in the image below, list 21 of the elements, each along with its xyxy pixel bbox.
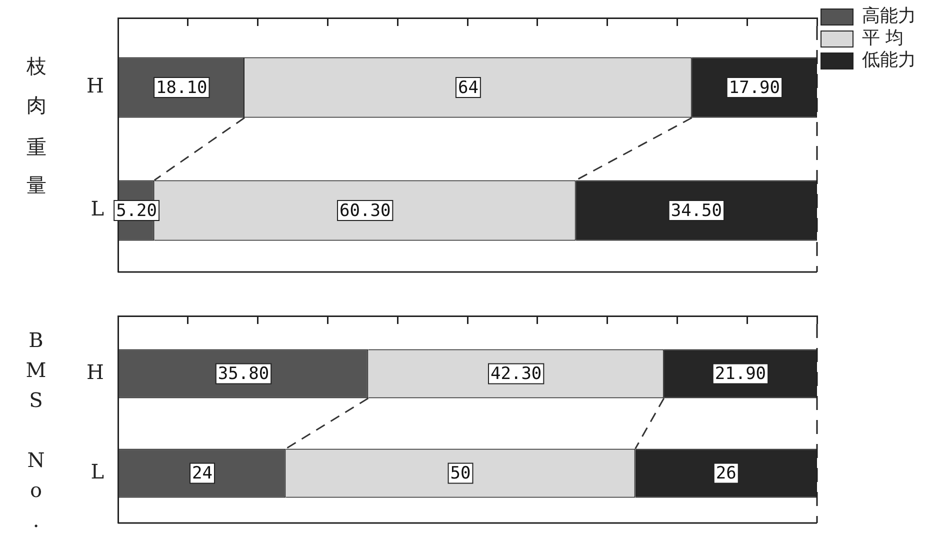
y-axis-title: 枝肉重量 bbox=[24, 40, 50, 200]
data-label: 42.30 bbox=[490, 364, 542, 384]
y-tick-label: H bbox=[86, 74, 104, 98]
data-label: 26 bbox=[716, 464, 736, 484]
data-label: 64 bbox=[458, 78, 478, 98]
legend-label: 低能力 bbox=[862, 50, 916, 71]
y-tick-label: L bbox=[90, 459, 104, 484]
data-label: 34.50 bbox=[670, 200, 722, 221]
data-label: 17.90 bbox=[728, 78, 780, 98]
data-label: 60.30 bbox=[340, 200, 391, 221]
legend-label: 高能力 bbox=[862, 6, 916, 27]
y-tick-label: H bbox=[86, 360, 104, 384]
data-label: 35.80 bbox=[218, 364, 270, 384]
data-label: 5.20 bbox=[116, 200, 158, 221]
data-label: 18.10 bbox=[156, 78, 208, 98]
y-axis-title: BMS No. bbox=[24, 328, 48, 538]
data-label: 21.90 bbox=[714, 364, 766, 384]
data-label: 50 bbox=[450, 464, 471, 484]
data-label: 24 bbox=[192, 464, 212, 484]
y-tick-label: L bbox=[90, 196, 104, 221]
legend-label: 平 均 bbox=[862, 28, 904, 49]
